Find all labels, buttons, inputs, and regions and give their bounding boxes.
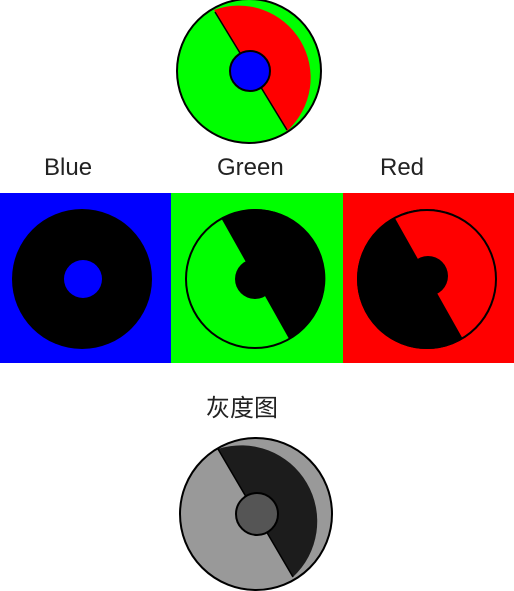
blue-center bbox=[229, 50, 271, 92]
green-channel-panel bbox=[171, 193, 343, 363]
blue-channel-label: Blue bbox=[44, 154, 93, 181]
blue-center bbox=[64, 260, 102, 298]
black-center bbox=[408, 256, 448, 296]
gray-center bbox=[235, 492, 279, 536]
red-channel-label: Red bbox=[380, 154, 425, 181]
green-channel-label: Green bbox=[217, 154, 284, 181]
outer-ring bbox=[357, 209, 497, 349]
grayscale-label: 灰度图 bbox=[206, 394, 278, 422]
blue-channel-panel bbox=[0, 193, 171, 363]
original-color-disc bbox=[176, 0, 322, 144]
outer-ring bbox=[179, 437, 333, 591]
black-center bbox=[235, 259, 275, 299]
grayscale-disc bbox=[179, 437, 333, 591]
red-channel-panel bbox=[343, 193, 514, 363]
outer-ring bbox=[176, 0, 322, 144]
